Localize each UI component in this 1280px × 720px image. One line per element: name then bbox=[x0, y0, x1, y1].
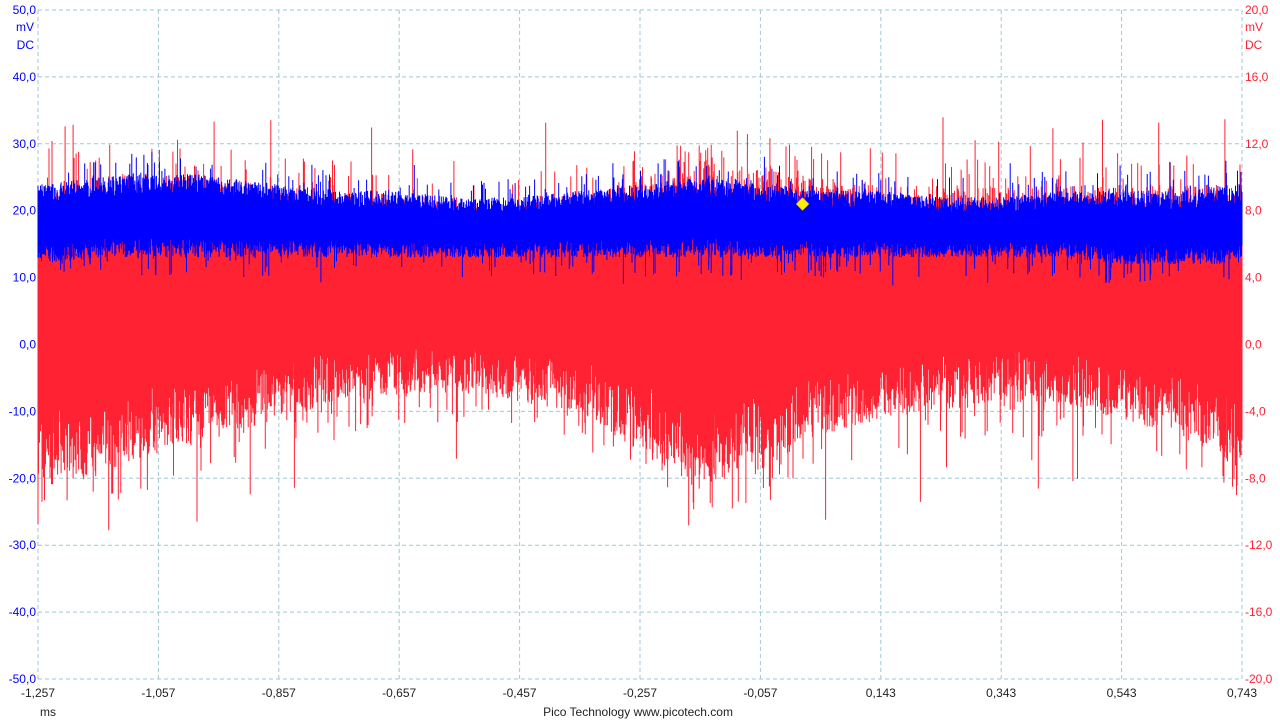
right-tick-label: -12,0 bbox=[1245, 538, 1273, 552]
right-tick-label: 4,0 bbox=[1245, 271, 1262, 285]
right-tick-label: 0,0 bbox=[1245, 338, 1262, 352]
left-tick-label: 0,0 bbox=[19, 338, 36, 352]
right-tick-label: 16,0 bbox=[1245, 70, 1269, 84]
x-tick-label: -0,057 bbox=[743, 686, 777, 700]
trace-path bbox=[37, 152, 1243, 286]
left-tick-label: -50,0 bbox=[9, 672, 37, 686]
footer-credit: Pico Technology www.picotech.com bbox=[543, 705, 733, 719]
x-tick-label: 0,543 bbox=[1107, 686, 1137, 700]
x-tick-label: -1,057 bbox=[141, 686, 175, 700]
right-coupling-label: DC bbox=[1245, 38, 1263, 52]
left-tick-label: -40,0 bbox=[9, 605, 37, 619]
left-unit-label: mV bbox=[16, 20, 34, 34]
left-tick-label: -20,0 bbox=[9, 471, 37, 485]
x-axis-unit: ms bbox=[40, 705, 56, 719]
left-coupling-label: DC bbox=[17, 38, 35, 52]
x-tick-label: 0,343 bbox=[986, 686, 1016, 700]
channel-b-trace bbox=[37, 117, 1243, 531]
left-tick-label: 30,0 bbox=[13, 137, 37, 151]
right-tick-label: -20,0 bbox=[1245, 672, 1273, 686]
right-y-axis: 20,0 16,0 12,0 8,0 4,0 0,0 -4,0 -8,0 -12,0 -16,0 -… bbox=[1245, 3, 1273, 686]
left-tick-label: 50,0 bbox=[13, 3, 37, 17]
right-tick-label: -16,0 bbox=[1245, 605, 1273, 619]
right-unit-label: mV bbox=[1245, 20, 1263, 34]
x-tick-label: -0,857 bbox=[262, 686, 296, 700]
left-tick-label: -30,0 bbox=[9, 538, 37, 552]
x-tick-label: -0,657 bbox=[382, 686, 416, 700]
right-tick-label: 8,0 bbox=[1245, 204, 1262, 218]
trigger-marker[interactable] bbox=[795, 197, 810, 211]
channel-a-trace bbox=[37, 152, 1243, 286]
x-tick-label: 0,143 bbox=[866, 686, 896, 700]
right-tick-label: -4,0 bbox=[1245, 404, 1266, 418]
x-axis: -1,257 -1,057 -0,857 -0,657 -0,457 -0,257 -0,0… bbox=[21, 686, 1257, 700]
left-y-axis: 50,0 40,0 30,0 20,0 10,0 0,0 -10,0 -20,0 -30,0 -4… bbox=[9, 3, 37, 686]
left-tick-label: 40,0 bbox=[13, 70, 37, 84]
x-tick-label: -0,457 bbox=[503, 686, 537, 700]
left-tick-label: 10,0 bbox=[13, 271, 37, 285]
right-tick-label: -8,0 bbox=[1245, 471, 1266, 485]
x-tick-label: -1,257 bbox=[21, 686, 55, 700]
left-tick-label: 20,0 bbox=[13, 204, 37, 218]
right-tick-label: 20,0 bbox=[1245, 3, 1269, 17]
x-tick-label: -0,257 bbox=[623, 686, 657, 700]
x-tick-label: 0,743 bbox=[1227, 686, 1257, 700]
trace-path bbox=[37, 117, 1243, 531]
left-tick-label: -10,0 bbox=[9, 404, 37, 418]
right-tick-label: 12,0 bbox=[1245, 137, 1269, 151]
